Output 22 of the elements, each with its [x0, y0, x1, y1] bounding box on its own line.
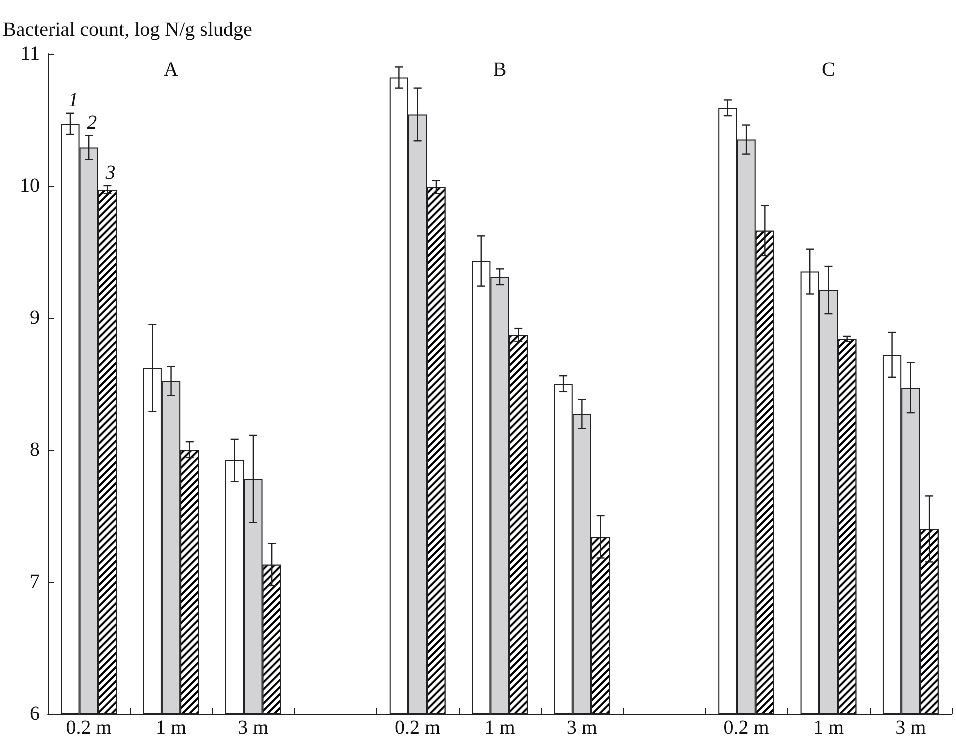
x-tick-label: 3 m: [566, 717, 598, 738]
series-label: 1: [68, 89, 78, 112]
series-label: 2: [87, 112, 98, 134]
y-tick-label: 10: [20, 175, 40, 197]
annotation: C: [822, 59, 836, 81]
x-tick-label: 1 m: [484, 717, 516, 738]
x-tick-label: 3 m: [896, 717, 927, 738]
x-tick-label: 0.2 m: [66, 717, 112, 738]
x-tick-label: 1 m: [813, 717, 844, 738]
x-tick-label: 3 m: [238, 717, 270, 738]
annotation: B: [493, 59, 507, 81]
y-tick-label: 11: [20, 43, 40, 65]
y-tick-label: 8: [30, 439, 40, 461]
annotation: A: [164, 59, 180, 81]
y-tick-label: 7: [30, 571, 40, 593]
series-label: 3: [104, 162, 116, 184]
y-tick-label: 9: [30, 307, 40, 329]
y-tick-label: 6: [30, 703, 40, 725]
x-tick-label: 0.2 m: [395, 717, 442, 738]
y-axis-title: Bacterial count, log N/g sludge: [3, 19, 253, 41]
x-tick-label: 0.2 m: [724, 717, 770, 738]
x-tick-label: 1 m: [156, 717, 187, 738]
